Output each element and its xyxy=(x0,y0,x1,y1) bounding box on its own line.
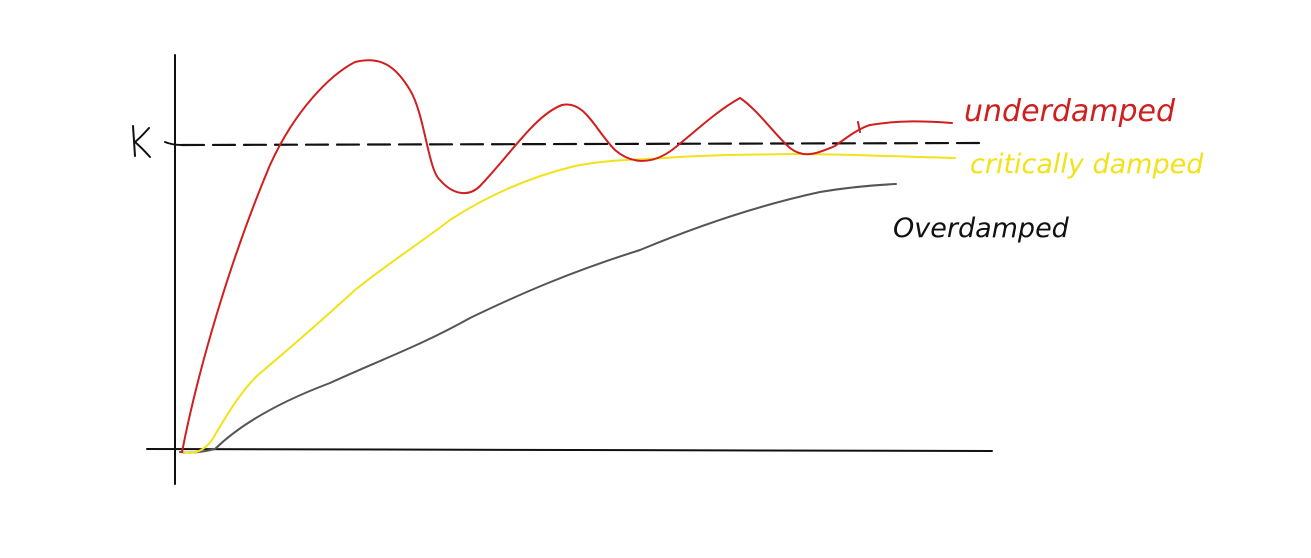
underdamped-tick xyxy=(857,121,861,133)
k-tick-mark xyxy=(164,141,183,146)
overdamped-curve xyxy=(179,183,897,454)
critically-damped-curve xyxy=(183,152,956,454)
overdamped-label: Overdamped xyxy=(893,213,1070,244)
underdamped-label: underdamped xyxy=(964,94,1176,129)
critically-damped-label: critically damped xyxy=(970,149,1204,180)
x-axis xyxy=(146,448,993,452)
k-label: K xyxy=(132,125,151,158)
underdamped-curve xyxy=(181,59,953,453)
k-reference-line xyxy=(180,141,984,147)
